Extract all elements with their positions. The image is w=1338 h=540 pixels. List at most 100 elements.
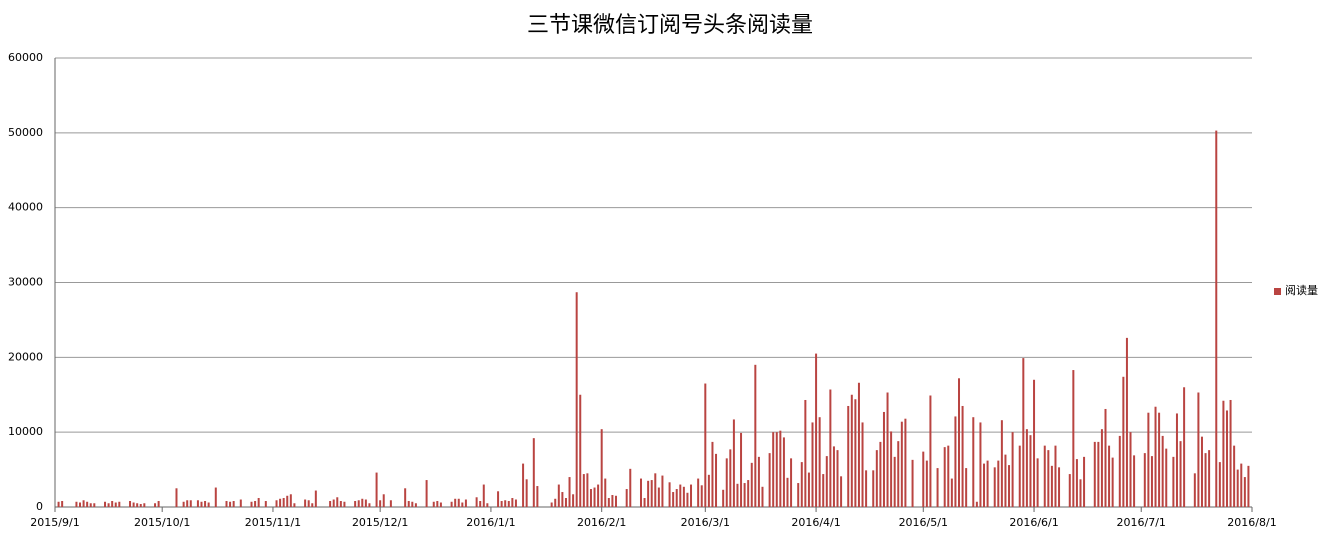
- bar: [154, 503, 157, 507]
- bar: [997, 460, 1000, 507]
- x-tick-label: 2016/8/1: [1227, 516, 1276, 529]
- bar: [532, 438, 535, 507]
- bar: [504, 500, 507, 507]
- bar: [229, 501, 232, 507]
- bar: [407, 501, 410, 507]
- bar: [1022, 358, 1025, 507]
- bar: [1093, 441, 1096, 507]
- bar: [554, 498, 557, 507]
- bar: [800, 462, 803, 507]
- bar: [675, 489, 678, 507]
- bar: [450, 501, 453, 507]
- bar: [965, 468, 968, 507]
- bar: [514, 499, 517, 507]
- bar: [254, 501, 257, 507]
- bar: [1150, 456, 1153, 507]
- bar: [861, 422, 864, 507]
- bar: [339, 501, 342, 507]
- bar: [461, 502, 464, 507]
- bar: [1172, 456, 1175, 507]
- bar: [1097, 441, 1100, 507]
- bar: [882, 411, 885, 507]
- bar: [561, 492, 564, 507]
- bar: [1029, 435, 1032, 507]
- bar: [200, 501, 203, 507]
- bar: [107, 503, 110, 507]
- bar: [82, 500, 85, 507]
- bar: [482, 484, 485, 507]
- bar: [629, 468, 632, 507]
- bar: [207, 502, 210, 507]
- bar: [1004, 454, 1007, 507]
- bar: [143, 503, 146, 507]
- bar: [454, 498, 457, 507]
- bar: [782, 437, 785, 507]
- y-tick-label: 10000: [8, 425, 43, 438]
- y-tick-label: 0: [36, 500, 43, 513]
- bar: [943, 447, 946, 507]
- bar: [382, 494, 385, 507]
- x-tick-label: 2016/5/1: [899, 516, 948, 529]
- bar: [607, 498, 610, 507]
- x-tick-label: 2016/7/1: [1117, 516, 1166, 529]
- bar: [439, 502, 442, 507]
- bar: [1036, 458, 1039, 507]
- y-tick-label: 50000: [8, 126, 43, 139]
- bar: [815, 353, 818, 507]
- x-tick-label: 2015/9/1: [30, 516, 79, 529]
- bar: [958, 378, 961, 507]
- bar: [425, 480, 428, 507]
- bar: [875, 450, 878, 507]
- bar: [625, 489, 628, 507]
- bar: [275, 500, 278, 507]
- bar: [1068, 474, 1071, 507]
- bar: [343, 501, 346, 507]
- bar: [114, 502, 117, 507]
- bar: [475, 497, 478, 507]
- bar: [704, 383, 707, 507]
- bar: [947, 445, 950, 507]
- bar: [579, 394, 582, 507]
- x-tick-label: 2015/10/1: [134, 516, 190, 529]
- bar: [1008, 465, 1011, 507]
- bar: [136, 503, 139, 507]
- y-tick-label: 30000: [8, 276, 43, 289]
- bar: [1165, 448, 1168, 507]
- bar: [497, 491, 500, 507]
- bar: [1033, 379, 1036, 507]
- bar: [711, 441, 714, 507]
- bar: [364, 499, 367, 507]
- bar: [954, 416, 957, 507]
- bar: [432, 501, 435, 507]
- bar: [196, 500, 199, 507]
- bar: [593, 487, 596, 507]
- bar: [1018, 445, 1021, 507]
- bar: [872, 470, 875, 507]
- bar: [993, 467, 996, 507]
- bar: [893, 456, 896, 507]
- bar: [757, 456, 760, 507]
- bar: [57, 501, 60, 507]
- bar: [361, 498, 364, 507]
- bar: [79, 502, 82, 507]
- chart-title: 三节课微信订阅号头条阅读量: [527, 13, 813, 38]
- bar: [639, 478, 642, 507]
- bar: [600, 429, 603, 507]
- bar: [1075, 459, 1078, 507]
- bar: [857, 382, 860, 507]
- bar: [925, 460, 928, 507]
- bar: [661, 475, 664, 507]
- bar: [736, 483, 739, 507]
- bar: [979, 422, 982, 507]
- bar: [900, 421, 903, 507]
- bar: [479, 501, 482, 507]
- bar: [936, 468, 939, 507]
- bar: [204, 501, 207, 507]
- bar: [1240, 463, 1243, 507]
- bar: [807, 472, 810, 507]
- bar: [1200, 436, 1203, 507]
- bar: [564, 498, 567, 507]
- bar: [886, 392, 889, 507]
- bar: [743, 483, 746, 507]
- bar: [732, 419, 735, 507]
